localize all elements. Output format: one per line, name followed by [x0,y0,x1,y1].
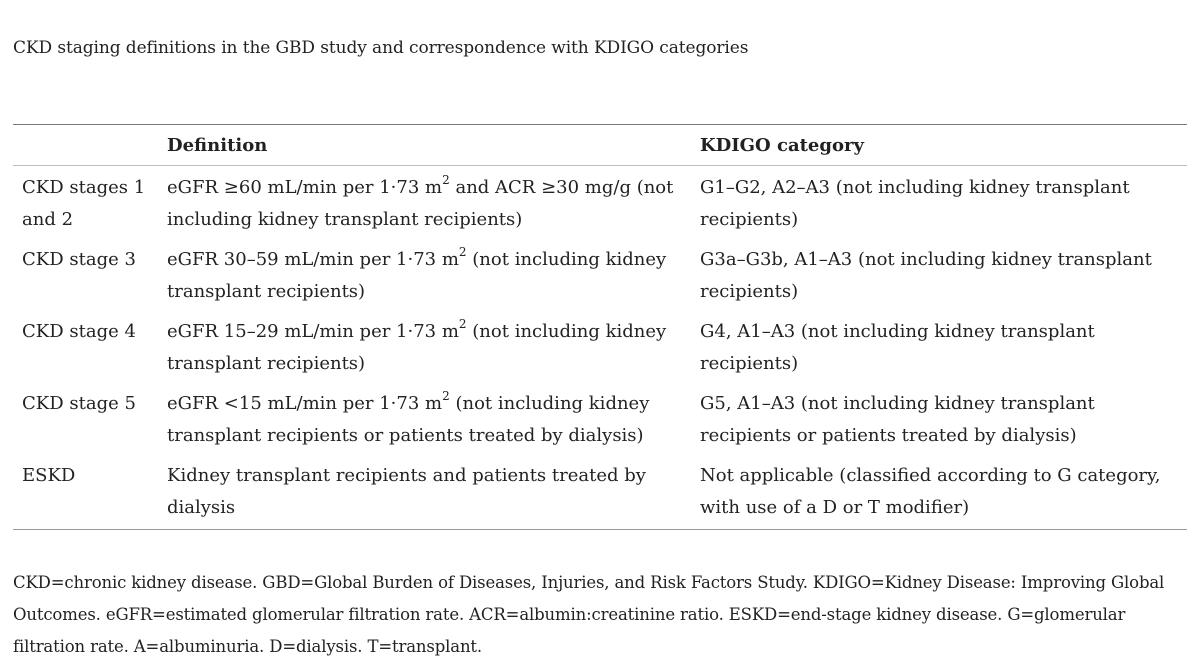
table-row: ESKD Kidney transplant recipients and pa… [13,454,1187,529]
definition-text-cont: (not including kidney transplant recipie… [167,321,667,374]
stage-cell: CKD stage 4 [22,321,136,342]
superscript: 2 [442,173,450,187]
definition-text-cont: (not including kidney transplant recipie… [167,393,650,446]
table-row: CKD stage 5 eGFR <15 mL/min per 1·73 m2 … [13,382,1187,454]
stage-cell: CKD stages 1 and 2 [22,177,146,230]
header-definition: Definition [158,125,691,166]
stage-cell: CKD stage 3 [22,249,136,270]
definition-text: eGFR <15 mL/min per 1·73 m [167,393,443,414]
definition-cell: eGFR 30–59 mL/min per 1·73 m2 (not inclu… [158,238,691,310]
superscript: 2 [458,245,467,259]
table-row: CKD stage 4 eGFR 15–29 mL/min per 1·73 m… [13,310,1187,382]
definition-text: eGFR ≥60 mL/min per 1·73 m [167,177,443,198]
superscript: 2 [458,317,467,331]
definition-text: eGFR 15–29 mL/min per 1·73 m [167,321,459,342]
staging-table: Definition KDIGO category CKD stages 1 a… [13,125,1187,529]
table-row: CKD stage 3 eGFR 30–59 mL/min per 1·73 m… [13,238,1187,310]
stage-cell: ESKD [22,465,76,486]
table-footnote: CKD=chronic kidney disease. GBD=Global B… [13,573,1165,656]
table-row: CKD stages 1 and 2 eGFR ≥60 mL/min per 1… [13,166,1187,239]
kdigo-cell: Not applicable (classified according to … [700,465,1161,518]
kdigo-cell: G4, A1–A3 (not including kidney transpla… [700,321,1095,374]
table-caption: CKD staging definitions in the GBD study… [13,38,749,58]
definition-cell: eGFR ≥60 mL/min per 1·73 m2 and ACR ≥30 … [158,166,691,239]
definition-cell: eGFR 15–29 mL/min per 1·73 m2 (not inclu… [158,310,691,382]
staging-table-container: Definition KDIGO category CKD stages 1 a… [13,124,1187,530]
definition-cell: eGFR <15 mL/min per 1·73 m2 (not includi… [158,382,691,454]
superscript: 2 [442,389,450,403]
stage-cell: CKD stage 5 [22,393,136,414]
definition-text: Kidney transplant recipients and patient… [167,465,646,518]
header-kdigo-category: KDIGO category [691,125,1187,166]
kdigo-cell: G3a–G3b, A1–A3 (not including kidney tra… [700,249,1152,302]
definition-text: eGFR 30–59 mL/min per 1·73 m [167,249,459,270]
definition-cell: Kidney transplant recipients and patient… [158,454,691,529]
kdigo-cell: G5, A1–A3 (not including kidney transpla… [700,393,1095,446]
definition-text-cont: (not including kidney transplant recipie… [167,249,667,302]
table-header-row: Definition KDIGO category [13,125,1187,166]
kdigo-cell: G1–G2, A2–A3 (not including kidney trans… [700,177,1130,230]
header-stage [13,125,158,166]
definition-text-cont: and ACR ≥30 mg/g (not including kidney t… [167,177,674,230]
